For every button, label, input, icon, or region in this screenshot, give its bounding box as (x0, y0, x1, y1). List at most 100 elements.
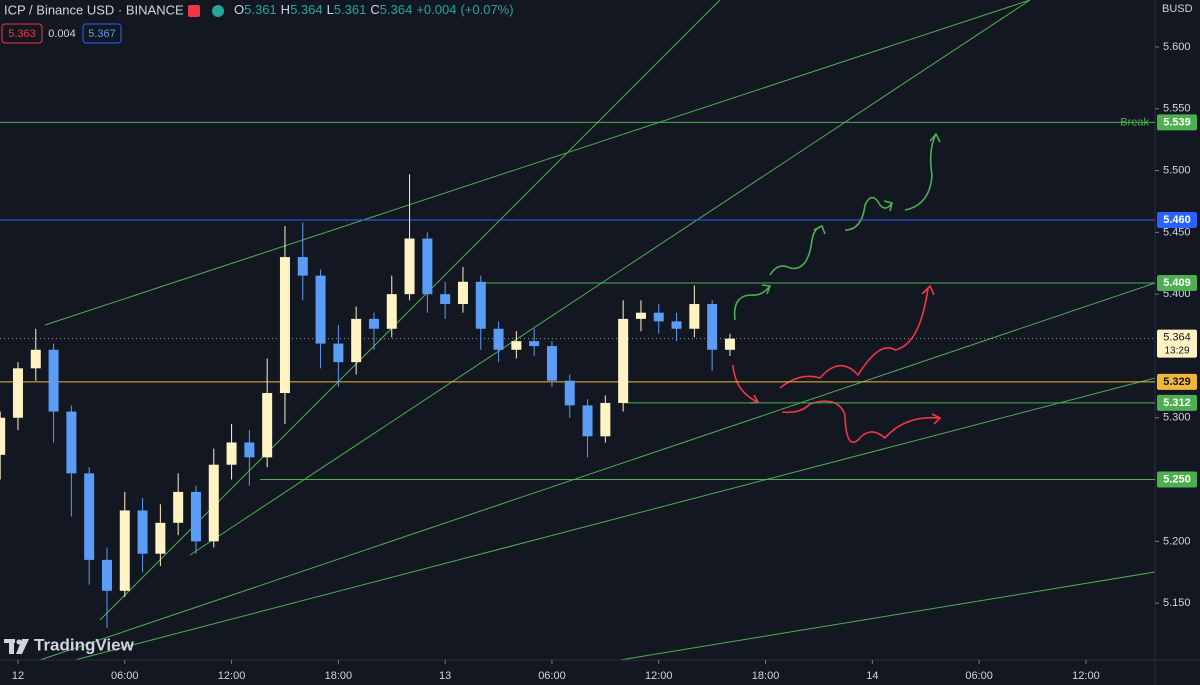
ohlc-name: H (281, 2, 290, 17)
trend-line (74, 377, 1156, 661)
candle-body (618, 318, 629, 403)
candle-body (564, 380, 575, 406)
candle-body (582, 405, 593, 437)
y-tick-label: 5.300 (1163, 412, 1191, 424)
candle-body (351, 318, 362, 363)
candle-body (653, 312, 664, 322)
candle-body (689, 304, 700, 329)
level-label: 5.250 (1163, 473, 1191, 485)
level-label-box (1157, 275, 1197, 292)
ask-box (82, 23, 122, 44)
level-label-box (1157, 471, 1197, 488)
level-label: 5.539 (1163, 116, 1191, 128)
candle-body (404, 238, 415, 295)
candle-body (493, 328, 504, 350)
candle-body (101, 559, 112, 591)
candle-body (724, 338, 735, 350)
candle-body (386, 294, 397, 329)
spread: 0.004 (48, 28, 76, 40)
candle-body (440, 294, 451, 305)
currency: BUSD (1162, 3, 1193, 15)
level-text: Break (1120, 116, 1149, 128)
trend-line (619, 571, 1156, 661)
candle-body (137, 510, 148, 554)
level-label-box (1157, 212, 1197, 228)
ohlc-name: L (327, 2, 334, 17)
candle-body (297, 257, 308, 276)
ohlc-name: C (370, 2, 379, 17)
ohlc-value: 5.361 (334, 2, 367, 17)
trend-line (44, 0, 1031, 326)
trend-line (189, 0, 1031, 556)
candle-body (671, 321, 682, 329)
y-tick-label: 5.400 (1163, 288, 1191, 300)
last-price-label: 5.364 (1163, 332, 1191, 344)
y-tick-label: 5.450 (1163, 226, 1191, 238)
candle-body (279, 257, 290, 394)
candle-body (457, 281, 468, 305)
ask: 5.367 (88, 28, 116, 40)
y-tick-label: 5.200 (1163, 535, 1191, 547)
candle-body (0, 417, 6, 455)
ohlc-name: O (234, 2, 244, 17)
bid: 5.363 (8, 28, 36, 40)
x-tick-label: 13 (439, 670, 451, 682)
candle-body (84, 473, 95, 560)
candle-body (529, 341, 540, 347)
ohlc-value: 5.361 (244, 2, 277, 17)
candle-body (600, 402, 611, 437)
countdown: 13:29 (1164, 345, 1189, 356)
candle-body (48, 349, 59, 412)
alert-icon (188, 5, 200, 17)
y-tick-label: 5.500 (1163, 164, 1191, 176)
candle-body (262, 393, 273, 458)
candle-body (226, 442, 237, 465)
tradingview-logo-icon (4, 639, 29, 654)
ohlc-value: 5.364 (380, 2, 413, 17)
candle-body (511, 341, 522, 350)
red-arrows (732, 284, 942, 443)
x-tick-label: 12 (12, 670, 24, 682)
candle-body (12, 368, 23, 418)
trend-line (99, 0, 721, 621)
green-arrows (733, 132, 941, 321)
candle-body (190, 491, 201, 542)
candle-body (30, 349, 41, 369)
candle-body (173, 491, 184, 523)
level-label-box (1157, 114, 1197, 131)
bid-box (1, 23, 43, 44)
candle-body (333, 343, 344, 363)
level-label: 5.460 (1163, 214, 1191, 226)
level-label-box (1157, 373, 1197, 390)
x-tick-label: 06:00 (965, 670, 993, 682)
change: +0.004 (416, 2, 456, 17)
candle-body (546, 346, 557, 381)
status-icon (212, 5, 224, 17)
last-price-box (1157, 329, 1197, 358)
ohlc-value: 5.364 (290, 2, 323, 17)
candle-body (422, 238, 433, 295)
candle-body (315, 275, 326, 344)
y-tick-label: 5.550 (1163, 103, 1191, 115)
candle-body (119, 510, 130, 591)
x-tick-label: 18:00 (752, 670, 780, 682)
level-label: 5.312 (1163, 397, 1191, 409)
brand: TradingView (34, 635, 135, 654)
x-tick-label: 12:00 (218, 670, 246, 682)
candle-body (66, 411, 77, 474)
ohlc-legend: O5.361 H5.364 L5.361 C5.364 +0.004 (+0.07%) (234, 2, 514, 17)
candle-body (475, 281, 486, 329)
x-tick-label: 12:00 (1072, 670, 1100, 682)
y-tick-label: 5.600 (1163, 41, 1191, 53)
x-tick-label: 18:00 (325, 670, 353, 682)
level-label: 5.329 (1163, 376, 1191, 388)
level-label: 5.409 (1163, 277, 1191, 289)
candle-body (155, 522, 166, 554)
candle-body (707, 304, 718, 350)
candle-body (244, 442, 255, 458)
trend-line (39, 282, 1156, 661)
x-tick-label: 06:00 (111, 670, 139, 682)
level-label-box (1157, 394, 1197, 411)
